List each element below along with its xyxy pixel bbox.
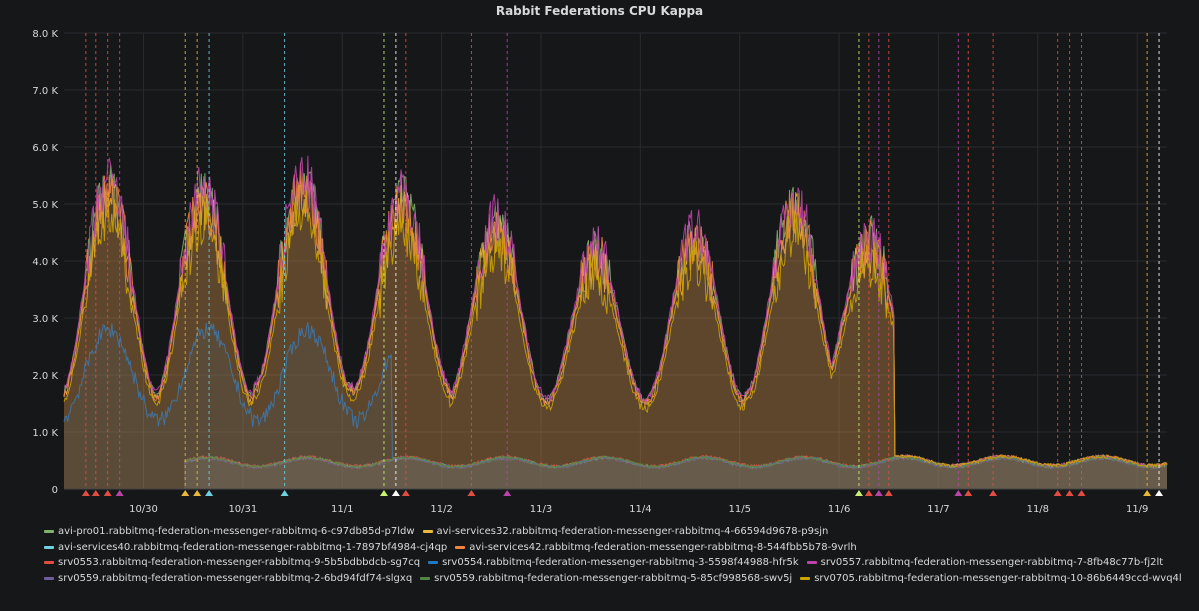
legend-swatch (455, 545, 466, 549)
series-area (64, 190, 1167, 489)
y-tick-label: 4.0 K (32, 257, 58, 268)
x-tick-label: 11/7 (927, 504, 949, 515)
legend-item[interactable]: avi-services40.rabbitmq-federation-messe… (44, 540, 447, 556)
legend-swatch (44, 530, 54, 534)
series-area (184, 457, 1168, 489)
x-tick-label: 10/30 (129, 504, 158, 515)
annotation-marker[interactable] (280, 490, 289, 496)
y-tick-label: 2.0 K (32, 371, 58, 382)
annotation-marker[interactable] (1065, 490, 1074, 496)
x-tick-label: 11/4 (629, 504, 651, 515)
legend-label: avi-services32.rabbitmq-federation-messe… (436, 526, 829, 537)
legend-item[interactable]: avi-services42.rabbitmq-federation-messe… (455, 540, 857, 556)
x-tick-label: 11/3 (530, 504, 552, 515)
series-area (64, 162, 1167, 489)
annotation-marker[interactable] (854, 490, 863, 496)
legend-swatch (428, 561, 439, 565)
y-tick-label: 3.0 K (32, 314, 58, 325)
legend-swatch (44, 561, 54, 565)
annotation-marker[interactable] (989, 490, 998, 496)
legend-swatch (800, 576, 811, 580)
legend-label: srv0553.rabbitmq-federation-messenger-ra… (58, 557, 421, 568)
y-tick-label: 8.0 K (32, 29, 58, 40)
annotation-marker[interactable] (1077, 490, 1086, 496)
series-area (64, 322, 1167, 489)
annotation-marker[interactable] (467, 490, 476, 496)
series-area (184, 456, 1168, 489)
legend-item[interactable]: avi-pro01.rabbitmq-federation-messenger-… (44, 524, 415, 540)
panel-title[interactable]: Rabbit Federations CPU Kappa (495, 4, 704, 18)
annotation-marker[interactable] (954, 490, 963, 496)
x-tick-label: 11/9 (1126, 504, 1148, 515)
legend-label: srv0705.rabbitmq-federation-messenger-ra… (814, 572, 1182, 584)
annotation-marker[interactable] (103, 490, 112, 496)
annotation-marker[interactable] (964, 490, 973, 496)
series-group (63, 155, 1168, 490)
annotation-marker[interactable] (391, 490, 400, 496)
legend-label: avi-services42.rabbitmq-federation-messe… (469, 541, 857, 553)
legend-label: avi-pro01.rabbitmq-federation-messenger-… (58, 526, 415, 537)
legend-label: srv0559.rabbitmq-federation-messenger-ra… (58, 572, 413, 584)
series-area (64, 175, 1167, 489)
annotation-marker[interactable] (91, 490, 100, 496)
annotation-marker[interactable] (884, 490, 893, 496)
x-tick-label: 11/8 (1027, 504, 1049, 515)
legend-item[interactable]: srv0553.rabbitmq-federation-messenger-ra… (44, 555, 420, 571)
legend-item[interactable]: srv0557.rabbitmq-federation-messenger-ra… (806, 555, 1164, 571)
legend-item[interactable]: srv0559.rabbitmq-federation-messenger-ra… (420, 571, 792, 587)
annotation-marker[interactable] (115, 490, 124, 496)
series-line[interactable] (63, 190, 1168, 469)
legend-item[interactable]: avi-services32.rabbitmq-federation-messe… (422, 524, 829, 540)
y-tick-label: 0 (52, 485, 58, 496)
x-tick-label: 10/31 (228, 504, 257, 515)
series-area (64, 165, 1167, 489)
annotation-marker[interactable] (401, 490, 410, 496)
legend-row: srv0559.rabbitmq-federation-messenger-ra… (44, 571, 1194, 587)
series-area (184, 456, 1168, 489)
annotation-marker[interactable] (1053, 490, 1062, 496)
legend-swatch (44, 576, 54, 580)
cpu-chart[interactable]: 0 1.0 K 2.0 K 3.0 K 4.0 K 5.0 K 6.0 K 7.0 K 8.0 … (0, 0, 1199, 520)
series-area (184, 455, 1168, 489)
legend-label: avi-services40.rabbitmq-federation-messe… (58, 541, 448, 553)
legend-item[interactable]: srv0559.rabbitmq-federation-messenger-ra… (44, 571, 412, 587)
annotation-marker[interactable] (205, 490, 214, 496)
annotation-marker[interactable] (1155, 490, 1164, 496)
x-tick-label: 11/6 (828, 504, 850, 515)
legend-label: srv0557.rabbitmq-federation-messenger-ra… (820, 557, 1164, 568)
annotation-marker[interactable] (181, 490, 190, 496)
annotation-marker[interactable] (193, 490, 202, 496)
series-line[interactable] (183, 454, 1167, 469)
x-tick-label: 11/5 (728, 504, 750, 515)
annotation-marker[interactable] (874, 490, 883, 496)
grid (64, 32, 1167, 490)
y-tick-label: 1.0 K (32, 428, 58, 439)
legend-label: srv0554.rabbitmq-federation-messenger-ra… (442, 557, 799, 568)
legend-swatch (422, 530, 433, 534)
annotation-marker[interactable] (379, 490, 388, 496)
x-tick-label: 11/1 (331, 504, 353, 515)
annotations (81, 33, 1164, 496)
legend-label: srv0559.rabbitmq-federation-messenger-ra… (434, 572, 793, 584)
annotation-marker[interactable] (81, 490, 90, 496)
legend-item[interactable]: srv0554.rabbitmq-federation-messenger-ra… (428, 555, 799, 571)
annotation-marker[interactable] (1143, 490, 1152, 496)
y-tick-label: 6.0 K (32, 143, 58, 154)
legend-swatch (44, 545, 54, 549)
annotation-marker[interactable] (503, 490, 512, 496)
y-tick-label: 5.0 K (32, 200, 58, 211)
annotation-marker[interactable] (864, 490, 873, 496)
y-tick-label: 7.0 K (32, 86, 58, 97)
legend-row: avi-services40.rabbitmq-federation-messe… (44, 540, 1194, 556)
legend-swatch (806, 561, 817, 565)
legend-item[interactable]: srv0705.rabbitmq-federation-messenger-ra… (800, 571, 1182, 587)
x-tick-label: 11/2 (430, 504, 452, 515)
legend-row: srv0553.rabbitmq-federation-messenger-ra… (44, 555, 1194, 571)
legend-row: avi-pro01.rabbitmq-federation-messenger-… (44, 524, 1194, 540)
legend: avi-pro01.rabbitmq-federation-messenger-… (44, 524, 1194, 586)
series-line[interactable] (63, 155, 1168, 469)
legend-swatch (420, 576, 431, 580)
